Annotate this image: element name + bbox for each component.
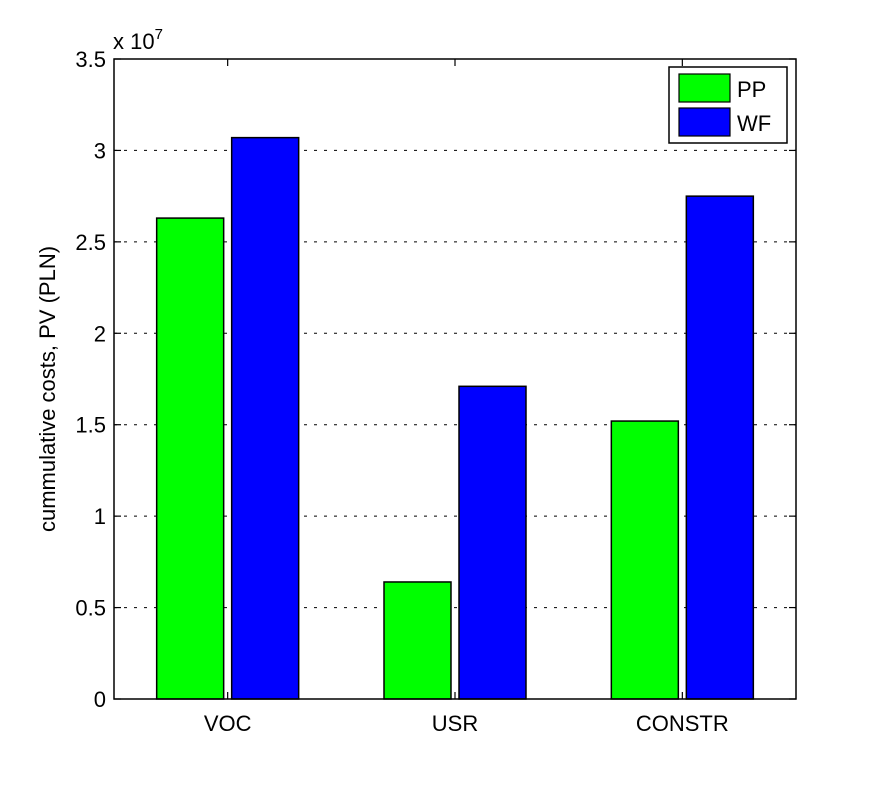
bar-pp-constr [610, 420, 680, 700]
bars [155, 136, 755, 700]
bar-wf-usr [458, 385, 527, 700]
bar-wf-voc [230, 136, 300, 700]
legend-swatch-pp [678, 73, 731, 103]
x-tick-label: USR [432, 711, 478, 736]
legend-label-pp: PP [737, 77, 766, 102]
bar-pp-usr [383, 581, 452, 700]
y-tick-label: 2.5 [75, 230, 106, 255]
bar-pp-voc [155, 217, 225, 700]
x-tick-label: VOC [204, 711, 252, 736]
ticks [114, 58, 796, 700]
legend: PP WF [668, 66, 788, 144]
x-tick-labels: VOC USR CONSTR [204, 711, 729, 736]
y-tick-label: 3 [94, 138, 106, 163]
bar-wf-constr [685, 195, 755, 700]
y-tick-label: 1 [94, 504, 106, 529]
y-tick-label: 0 [94, 687, 106, 712]
x-tick-label: CONSTR [636, 711, 729, 736]
y-tick-label: 0.5 [75, 596, 106, 621]
y-tick-labels: 0 0.5 1 1.5 2 2.5 3 3.5 [75, 47, 106, 712]
legend-label-wf: WF [737, 111, 771, 136]
y-tick-label: 1.5 [75, 413, 106, 438]
y-tick-label: 3.5 [75, 47, 106, 72]
y-tick-label: 2 [94, 321, 106, 346]
gridlines [114, 149, 796, 609]
y-axis-title: cummulative costs, PV (PLN) [35, 246, 60, 532]
y-axis-multiplier: x 107 [113, 26, 163, 54]
legend-swatch-wf [678, 107, 731, 137]
